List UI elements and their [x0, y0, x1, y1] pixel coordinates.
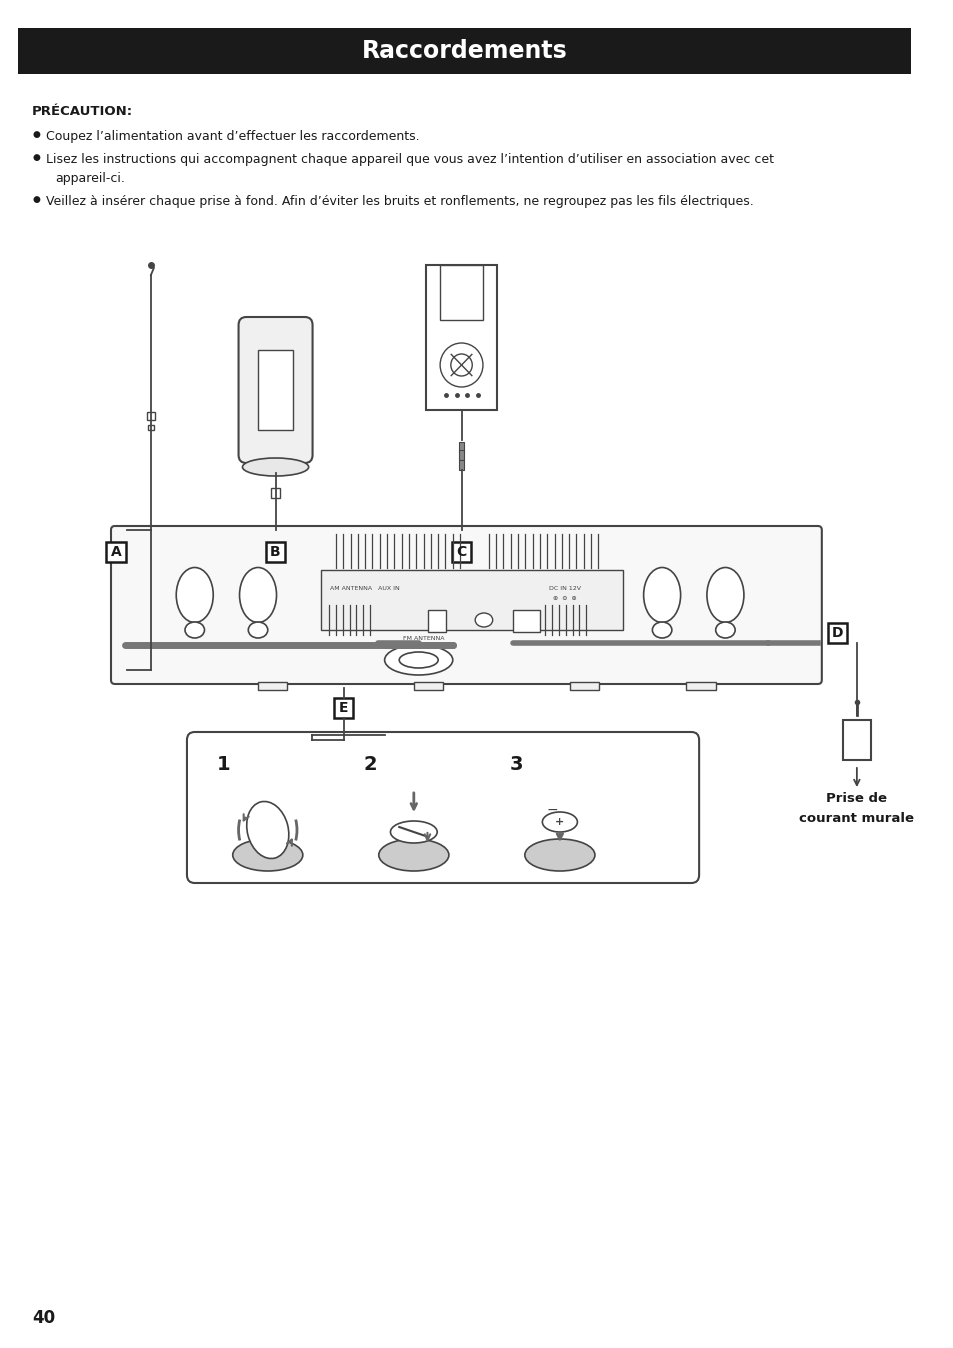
Ellipse shape: [390, 821, 436, 842]
Text: DC IN 12V: DC IN 12V: [548, 585, 580, 590]
Ellipse shape: [248, 621, 268, 638]
Bar: [439, 266, 482, 319]
Text: ●: ●: [32, 154, 40, 162]
Text: Coupez l’alimentation avant d’effectuer les raccordements.: Coupez l’alimentation avant d’effectuer …: [46, 129, 419, 143]
Text: 1: 1: [217, 755, 231, 775]
Ellipse shape: [233, 838, 302, 871]
Text: B: B: [270, 545, 280, 559]
Text: courant murale: courant murale: [799, 811, 913, 825]
Text: Raccordements: Raccordements: [361, 39, 567, 63]
Text: AM ANTENNA   AUX IN: AM ANTENNA AUX IN: [330, 585, 399, 590]
Bar: [458, 460, 463, 470]
Text: A: A: [111, 545, 121, 559]
Text: Veillez à insérer chaque prise à fond. Afin d’éviter les bruits et ronflements, : Veillez à insérer chaque prise à fond. A…: [46, 195, 753, 208]
Text: 40: 40: [32, 1309, 55, 1326]
Ellipse shape: [542, 811, 577, 832]
Ellipse shape: [706, 568, 743, 623]
Ellipse shape: [643, 568, 679, 623]
Bar: [17, 28, 910, 74]
Text: Prise de: Prise de: [825, 793, 886, 805]
Bar: [321, 570, 622, 630]
Ellipse shape: [242, 458, 309, 476]
Text: +: +: [555, 817, 564, 828]
Ellipse shape: [185, 621, 204, 638]
FancyBboxPatch shape: [238, 317, 313, 462]
Bar: [458, 450, 463, 460]
Bar: [257, 682, 287, 690]
Bar: [106, 542, 126, 562]
Ellipse shape: [384, 644, 453, 675]
Ellipse shape: [451, 355, 472, 376]
Ellipse shape: [652, 621, 671, 638]
Bar: [148, 425, 153, 430]
FancyBboxPatch shape: [111, 526, 821, 683]
Bar: [452, 542, 471, 562]
Text: C: C: [456, 545, 466, 559]
Bar: [147, 412, 154, 421]
Bar: [414, 682, 442, 690]
Bar: [334, 698, 354, 718]
Text: PRÉCAUTION:: PRÉCAUTION:: [32, 105, 133, 119]
Bar: [458, 442, 464, 452]
Ellipse shape: [398, 652, 437, 669]
Bar: [271, 488, 280, 497]
Text: ⊕  ⊖  ⊕: ⊕ ⊖ ⊕: [553, 596, 576, 600]
Ellipse shape: [524, 838, 595, 871]
Bar: [428, 611, 445, 632]
Bar: [686, 682, 715, 690]
Text: −: −: [546, 803, 558, 817]
Text: D: D: [831, 625, 842, 640]
Ellipse shape: [715, 621, 735, 638]
Bar: [426, 266, 497, 410]
Bar: [569, 682, 598, 690]
Bar: [827, 623, 846, 643]
Bar: [266, 542, 285, 562]
Text: 2: 2: [363, 755, 376, 775]
Bar: [257, 350, 293, 430]
Text: E: E: [338, 701, 348, 714]
Ellipse shape: [176, 568, 213, 623]
Ellipse shape: [239, 568, 276, 623]
Ellipse shape: [475, 613, 492, 627]
Text: ●: ●: [32, 129, 40, 139]
Text: FM ANTENNA: FM ANTENNA: [402, 636, 444, 642]
Text: appareil-ci.: appareil-ci.: [55, 173, 125, 185]
FancyBboxPatch shape: [187, 732, 699, 883]
Text: 3: 3: [509, 755, 522, 775]
Ellipse shape: [439, 342, 482, 387]
Ellipse shape: [378, 838, 449, 871]
Ellipse shape: [247, 802, 289, 859]
Text: ●: ●: [32, 195, 40, 204]
Bar: [513, 611, 539, 632]
Text: Lisez les instructions qui accompagnent chaque appareil que vous avez l’intentio: Lisez les instructions qui accompagnent …: [46, 154, 773, 166]
Bar: [842, 720, 869, 760]
